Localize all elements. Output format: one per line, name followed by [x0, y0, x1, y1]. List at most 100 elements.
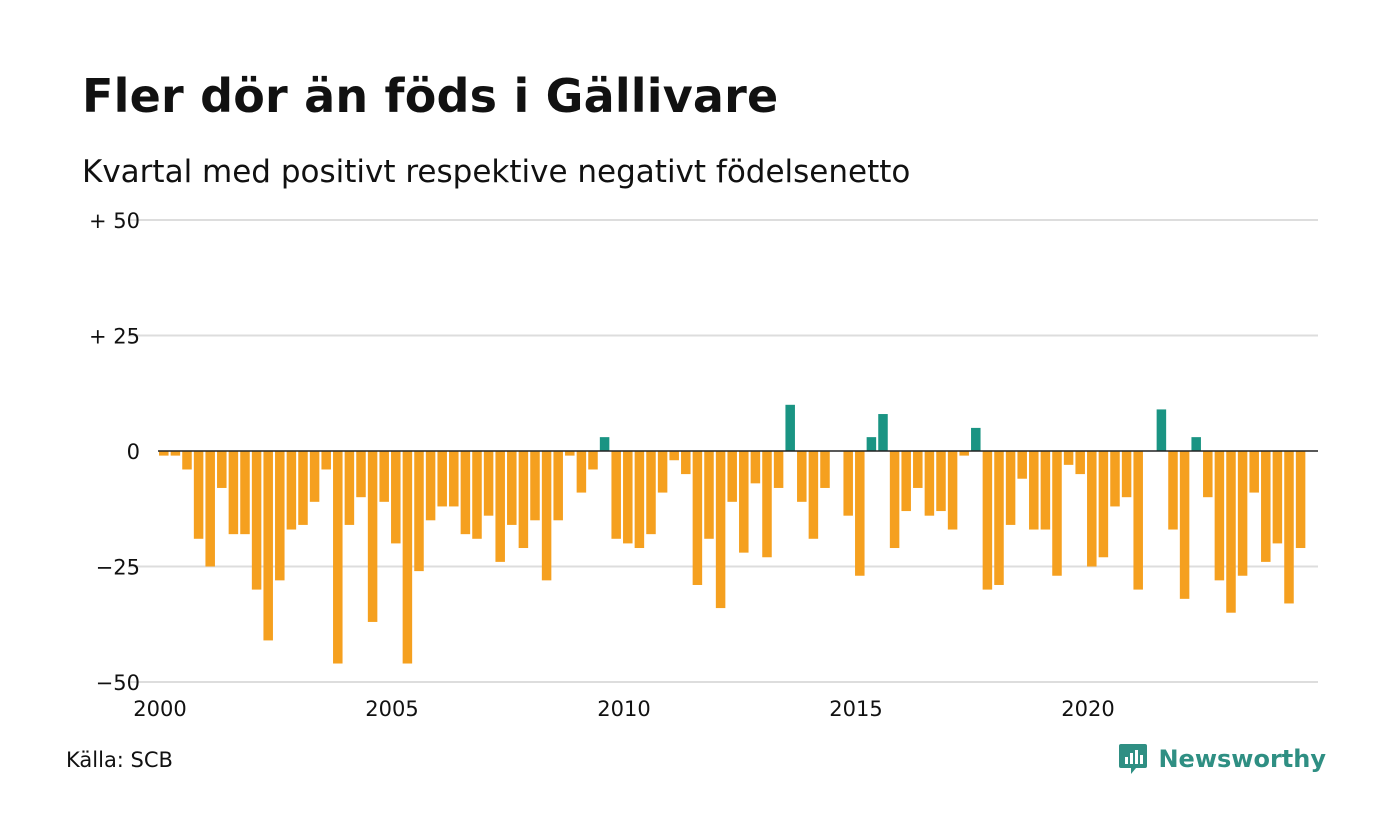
- bar: [507, 451, 517, 525]
- bar: [1168, 451, 1178, 530]
- bar: [1133, 451, 1143, 590]
- x-tick-label: 2000: [133, 697, 186, 721]
- bar: [437, 451, 447, 507]
- bar: [692, 451, 703, 585]
- bar: [1237, 451, 1248, 576]
- bar: [739, 451, 749, 553]
- y-tick-label: 0: [127, 440, 140, 464]
- x-tick-label: 2005: [365, 697, 418, 721]
- bar: [1063, 451, 1074, 465]
- x-tick-label: 2010: [597, 697, 650, 721]
- bar: [599, 437, 610, 451]
- bar: [913, 451, 923, 488]
- bar: [1040, 451, 1051, 530]
- bar: [402, 451, 413, 664]
- bar: [936, 451, 946, 512]
- bar: [251, 451, 262, 590]
- bar: [1110, 451, 1120, 507]
- newsworthy-logo-icon: [1119, 744, 1148, 774]
- bar: [843, 451, 853, 516]
- bar: [588, 451, 598, 470]
- bar: [1075, 451, 1085, 475]
- bar: [367, 451, 378, 622]
- bar: [1272, 451, 1283, 544]
- bar: [855, 451, 865, 576]
- bar: [1005, 451, 1016, 525]
- bar: [623, 451, 633, 544]
- bar: [576, 451, 587, 493]
- bar: [356, 451, 366, 498]
- bar: [159, 451, 169, 456]
- bar: [1261, 451, 1271, 562]
- bar: [414, 451, 424, 572]
- bar: [634, 451, 645, 549]
- y-tick-label: −50: [96, 671, 140, 695]
- bar: [495, 451, 505, 562]
- bar: [309, 451, 320, 502]
- y-tick-label: + 50: [89, 209, 140, 233]
- bar: [460, 451, 471, 535]
- bar: [866, 437, 877, 451]
- bar: [994, 451, 1004, 585]
- bar: [333, 451, 343, 664]
- bar: [518, 451, 529, 549]
- bar: [773, 451, 784, 488]
- bar: [1087, 451, 1097, 567]
- bar: [971, 427, 981, 451]
- bar: [425, 451, 436, 521]
- bar: [611, 451, 621, 539]
- bar: [982, 451, 993, 590]
- bar: [263, 451, 273, 641]
- bar: [750, 451, 761, 484]
- bar: [785, 404, 795, 451]
- bar: [669, 451, 679, 461]
- bar: [286, 451, 297, 530]
- bar: [1226, 451, 1236, 613]
- bar: [193, 451, 204, 539]
- bar: [1249, 451, 1259, 493]
- bar: [1121, 451, 1132, 498]
- x-tick-label: 2015: [829, 697, 882, 721]
- bar: [1284, 451, 1294, 604]
- bar: [924, 451, 935, 516]
- bar: [228, 451, 239, 535]
- bar: [344, 451, 355, 525]
- bar: [797, 451, 807, 502]
- brand-name: Newsworthy: [1158, 745, 1326, 773]
- bar: [1179, 451, 1190, 599]
- bar: [321, 451, 331, 470]
- y-tick-label: + 25: [89, 325, 140, 349]
- bar: [1052, 451, 1062, 576]
- bar: [483, 451, 494, 516]
- y-tick-label: −25: [96, 556, 140, 580]
- bar: [715, 451, 726, 609]
- bar: [182, 451, 192, 470]
- bar: [889, 451, 900, 549]
- bar: [901, 451, 911, 512]
- bar: [820, 451, 830, 488]
- bar: [1017, 451, 1027, 479]
- bar: [205, 451, 215, 567]
- chart-subtitle: Kvartal med positivt respektive negativt…: [82, 154, 911, 190]
- bar: [391, 451, 401, 544]
- bar: [1214, 451, 1225, 581]
- bar: [762, 451, 772, 558]
- bar: [1191, 437, 1201, 451]
- source-note: Källa: SCB: [66, 748, 173, 772]
- bar: [275, 451, 285, 581]
- bar: [553, 451, 563, 521]
- bar: [565, 451, 575, 456]
- bar: [808, 451, 819, 539]
- bar: [530, 451, 540, 521]
- bar: [947, 451, 958, 530]
- bar: [1295, 451, 1306, 549]
- bar: [1098, 451, 1109, 558]
- bar: [1156, 409, 1167, 451]
- bar: [472, 451, 482, 539]
- bar: [379, 451, 389, 502]
- bar: [657, 451, 668, 493]
- brand-logo: Newsworthy: [1118, 742, 1326, 776]
- bar: [298, 451, 308, 525]
- bar: [878, 414, 888, 451]
